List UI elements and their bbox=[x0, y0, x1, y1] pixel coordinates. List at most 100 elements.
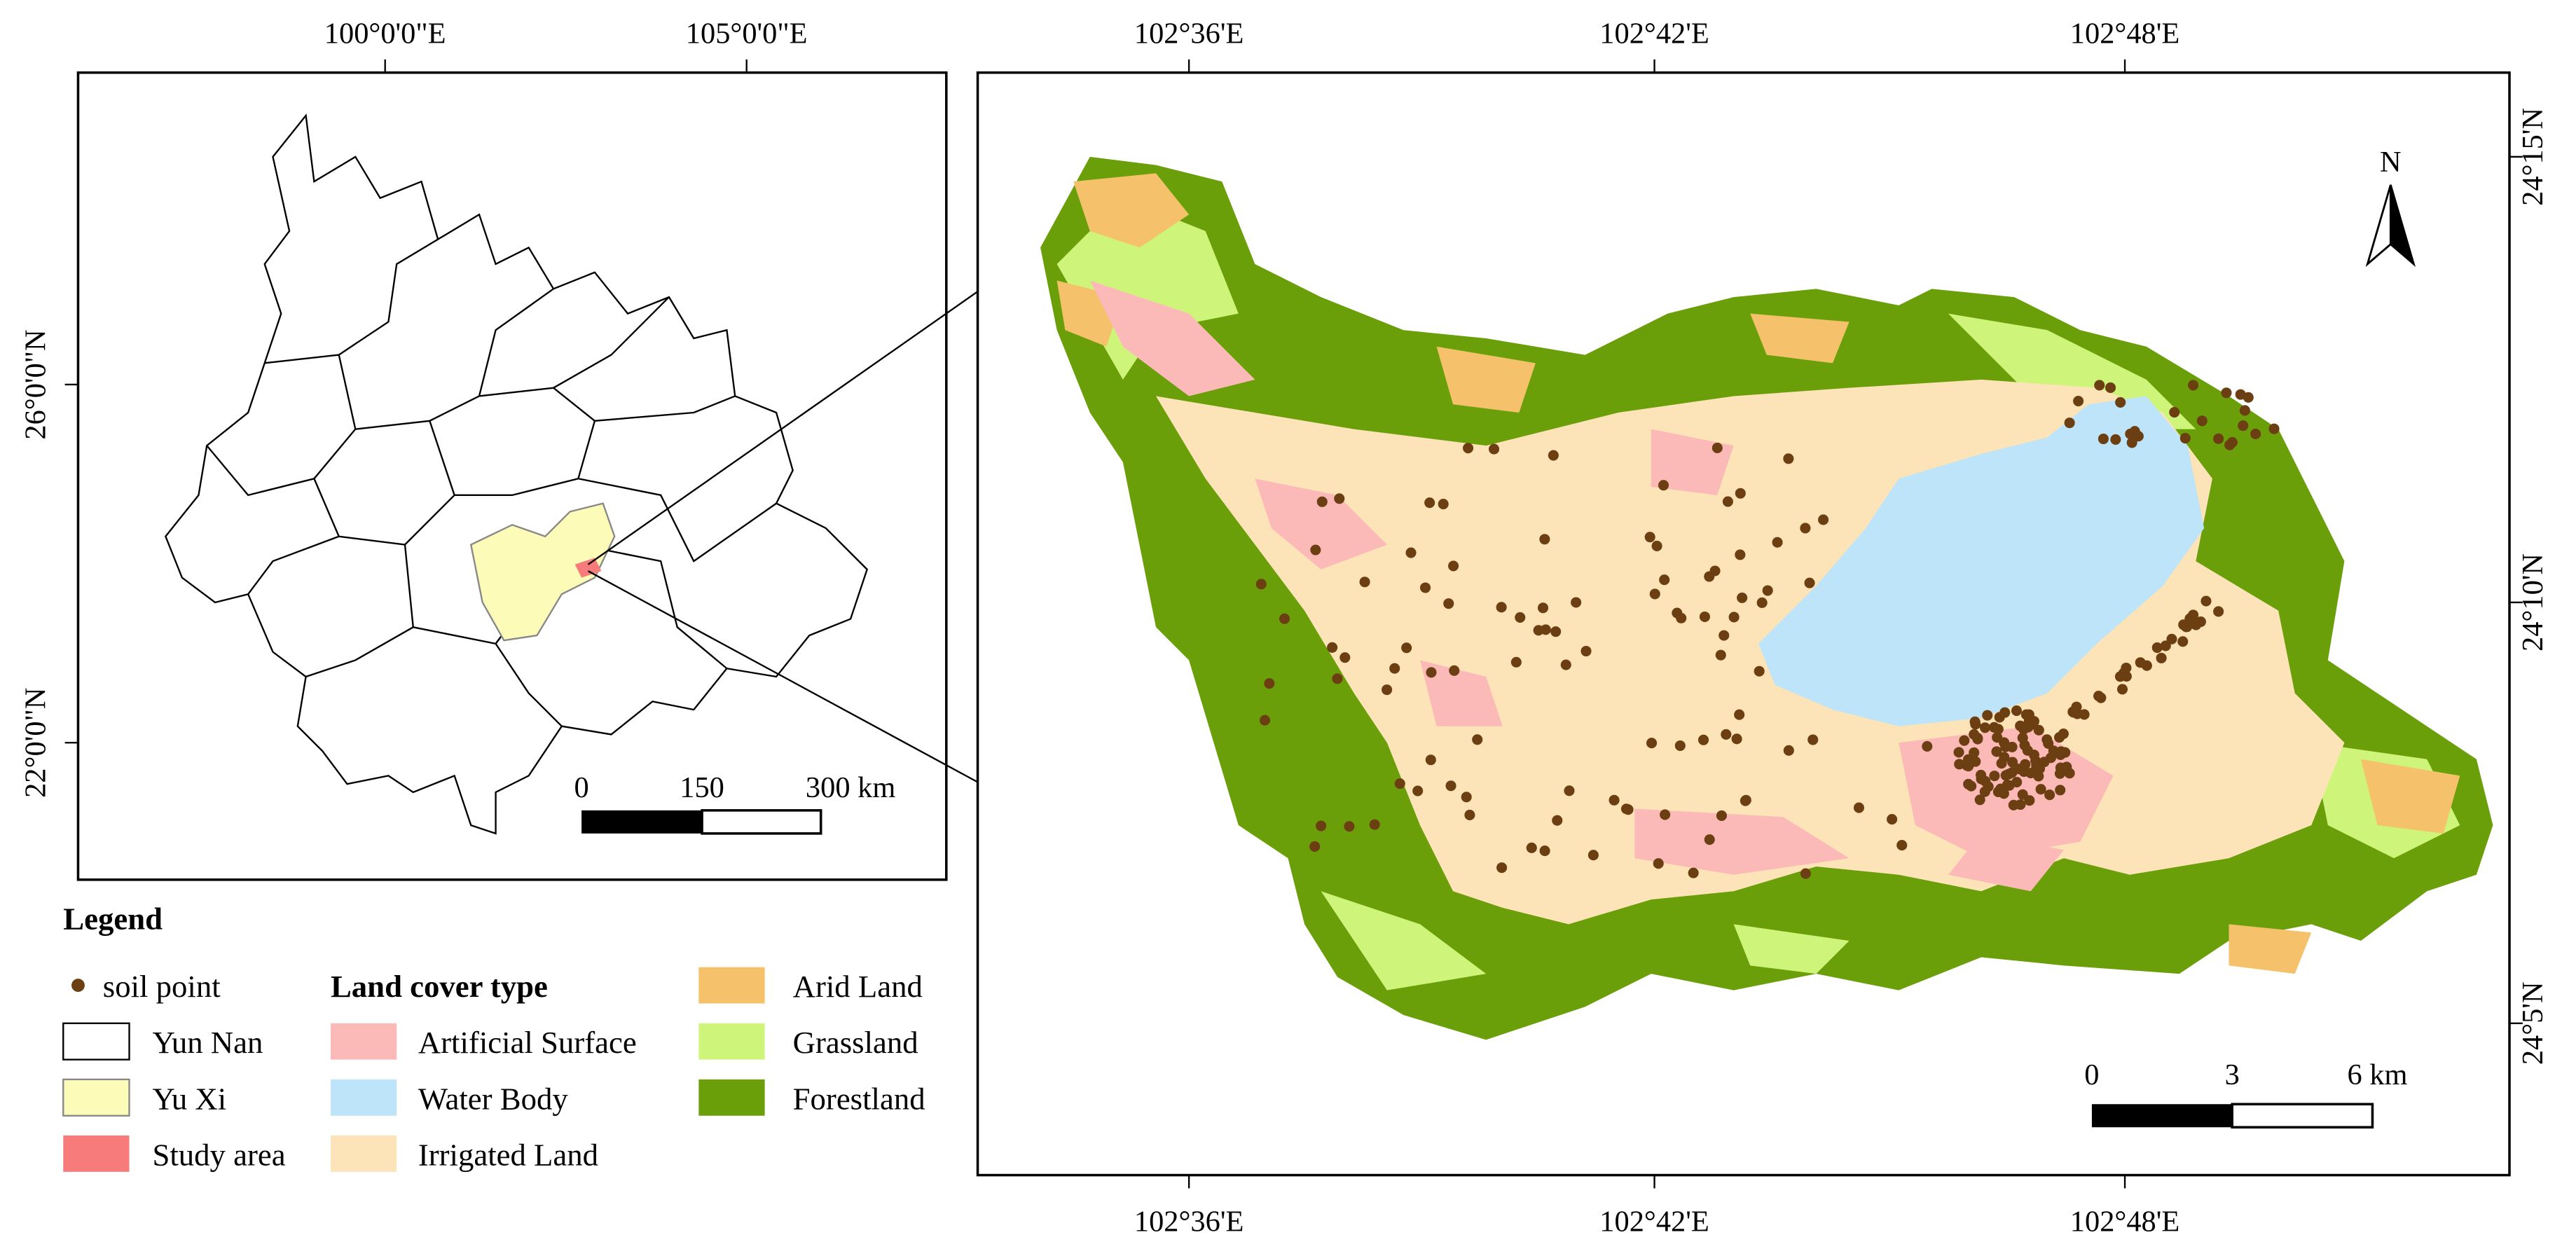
soil-point bbox=[1735, 549, 1746, 560]
soil-point bbox=[2035, 784, 2046, 795]
soil-point bbox=[2028, 750, 2040, 761]
soil-point bbox=[1959, 735, 1970, 746]
legend-label: Forestland bbox=[793, 1081, 925, 1116]
soil-point bbox=[1412, 785, 1424, 796]
soil-point bbox=[1896, 840, 1908, 851]
soil-point bbox=[1734, 709, 1745, 720]
soil-point bbox=[2196, 415, 2207, 427]
soil-point bbox=[1316, 820, 1327, 831]
soil-point bbox=[2116, 684, 2128, 695]
soil-point bbox=[1264, 678, 1275, 689]
soil-point bbox=[1674, 740, 1686, 752]
soil-point bbox=[2043, 738, 2054, 749]
soil-point bbox=[2239, 405, 2250, 416]
soil-point bbox=[2017, 789, 2028, 800]
soil-point bbox=[1424, 497, 1435, 509]
main-y-label: 24°10'N bbox=[2516, 553, 2549, 651]
soil-point bbox=[1316, 496, 1328, 507]
artificial-surface bbox=[1089, 280, 2114, 892]
soil-point bbox=[1660, 809, 1671, 820]
legend-label: Arid Land bbox=[793, 969, 923, 1004]
soil-point bbox=[1991, 746, 2002, 757]
soil-point bbox=[1716, 810, 1727, 821]
soil-point bbox=[1737, 592, 1748, 603]
soil-point bbox=[2180, 621, 2191, 633]
soil-point bbox=[2058, 728, 2069, 740]
soil-point bbox=[1369, 819, 1380, 830]
soil-point bbox=[1510, 656, 1522, 668]
soil-point bbox=[1853, 802, 1865, 813]
soil-point bbox=[2177, 636, 2189, 647]
soil-point bbox=[1969, 729, 1980, 740]
soil-point bbox=[1279, 613, 1290, 624]
soil-point bbox=[1552, 815, 1563, 826]
legend-swatch bbox=[698, 1023, 765, 1060]
soil-point bbox=[2004, 780, 2015, 791]
scale-label: 3 bbox=[2225, 1058, 2240, 1091]
soil-point bbox=[1472, 734, 1483, 745]
soil-point bbox=[1463, 443, 1474, 454]
soil-point bbox=[1653, 858, 1664, 869]
soil-point bbox=[1989, 771, 2000, 782]
soil-point bbox=[2213, 606, 2224, 617]
yunnan-province bbox=[164, 113, 869, 835]
soil-point bbox=[2115, 396, 2126, 408]
inset-x-label: 105°0'0"E bbox=[686, 17, 808, 50]
soil-point bbox=[2200, 595, 2212, 607]
soil-point bbox=[1982, 710, 1993, 721]
soil-point bbox=[1382, 684, 1393, 696]
soil-point bbox=[2006, 767, 2018, 778]
legend-swatch bbox=[63, 1136, 130, 1172]
soil-point bbox=[1783, 745, 1794, 756]
soil-point bbox=[2126, 437, 2137, 448]
soil-point bbox=[1259, 715, 1271, 726]
legend-swatch bbox=[71, 979, 85, 993]
soil-point bbox=[1721, 729, 1732, 740]
soil-point bbox=[1389, 663, 1400, 674]
soil-point bbox=[1255, 579, 1267, 590]
soil-point bbox=[1800, 523, 1811, 534]
soil-point bbox=[2166, 633, 2177, 644]
soil-point bbox=[1992, 732, 2003, 743]
main-x-label: 102°48'E bbox=[2070, 1206, 2179, 1238]
soil-point bbox=[2098, 433, 2109, 445]
soil-point bbox=[2156, 652, 2167, 663]
inset-x-label: 100°0'0"E bbox=[324, 17, 446, 50]
soil-point bbox=[1998, 788, 2009, 799]
soil-point bbox=[1448, 560, 1459, 572]
soil-point bbox=[1344, 821, 1355, 832]
soil-point bbox=[2169, 407, 2180, 418]
soil-point bbox=[1953, 747, 1964, 758]
soil-point bbox=[1571, 597, 1582, 608]
legend-label: Grassland bbox=[793, 1025, 918, 1060]
legend-label: Water Body bbox=[418, 1081, 568, 1116]
soil-point bbox=[1728, 612, 1740, 623]
soil-point bbox=[2151, 642, 2163, 654]
soil-point bbox=[1438, 499, 1449, 510]
soil-point bbox=[2079, 709, 2090, 720]
legend-label: Yun Nan bbox=[152, 1025, 263, 1060]
legend-swatch bbox=[698, 1079, 765, 1116]
soil-point bbox=[1646, 738, 1658, 749]
soil-point bbox=[2226, 436, 2238, 448]
soil-point bbox=[1651, 540, 1662, 551]
main-x-label: 102°42'E bbox=[1599, 17, 1709, 50]
soil-point bbox=[1339, 652, 1351, 663]
legend-group-title: Land cover type bbox=[331, 969, 548, 1004]
north-label: N bbox=[2380, 146, 2402, 179]
soil-point bbox=[1754, 665, 1765, 677]
inset-y-label: 26°0'0"N bbox=[19, 329, 52, 439]
soil-point bbox=[2095, 692, 2107, 703]
soil-point bbox=[1405, 547, 1417, 558]
soil-point bbox=[1445, 780, 1456, 792]
soil-point bbox=[1818, 514, 1829, 525]
soil-point bbox=[2054, 768, 2065, 779]
soil-point bbox=[2125, 428, 2136, 439]
soil-point bbox=[2024, 795, 2035, 806]
soil-point bbox=[1969, 716, 1981, 727]
legend-label: Yu Xi bbox=[152, 1081, 226, 1116]
soil-point bbox=[2061, 761, 2072, 773]
soil-point bbox=[1419, 582, 1431, 593]
soil-point bbox=[1980, 775, 1991, 787]
